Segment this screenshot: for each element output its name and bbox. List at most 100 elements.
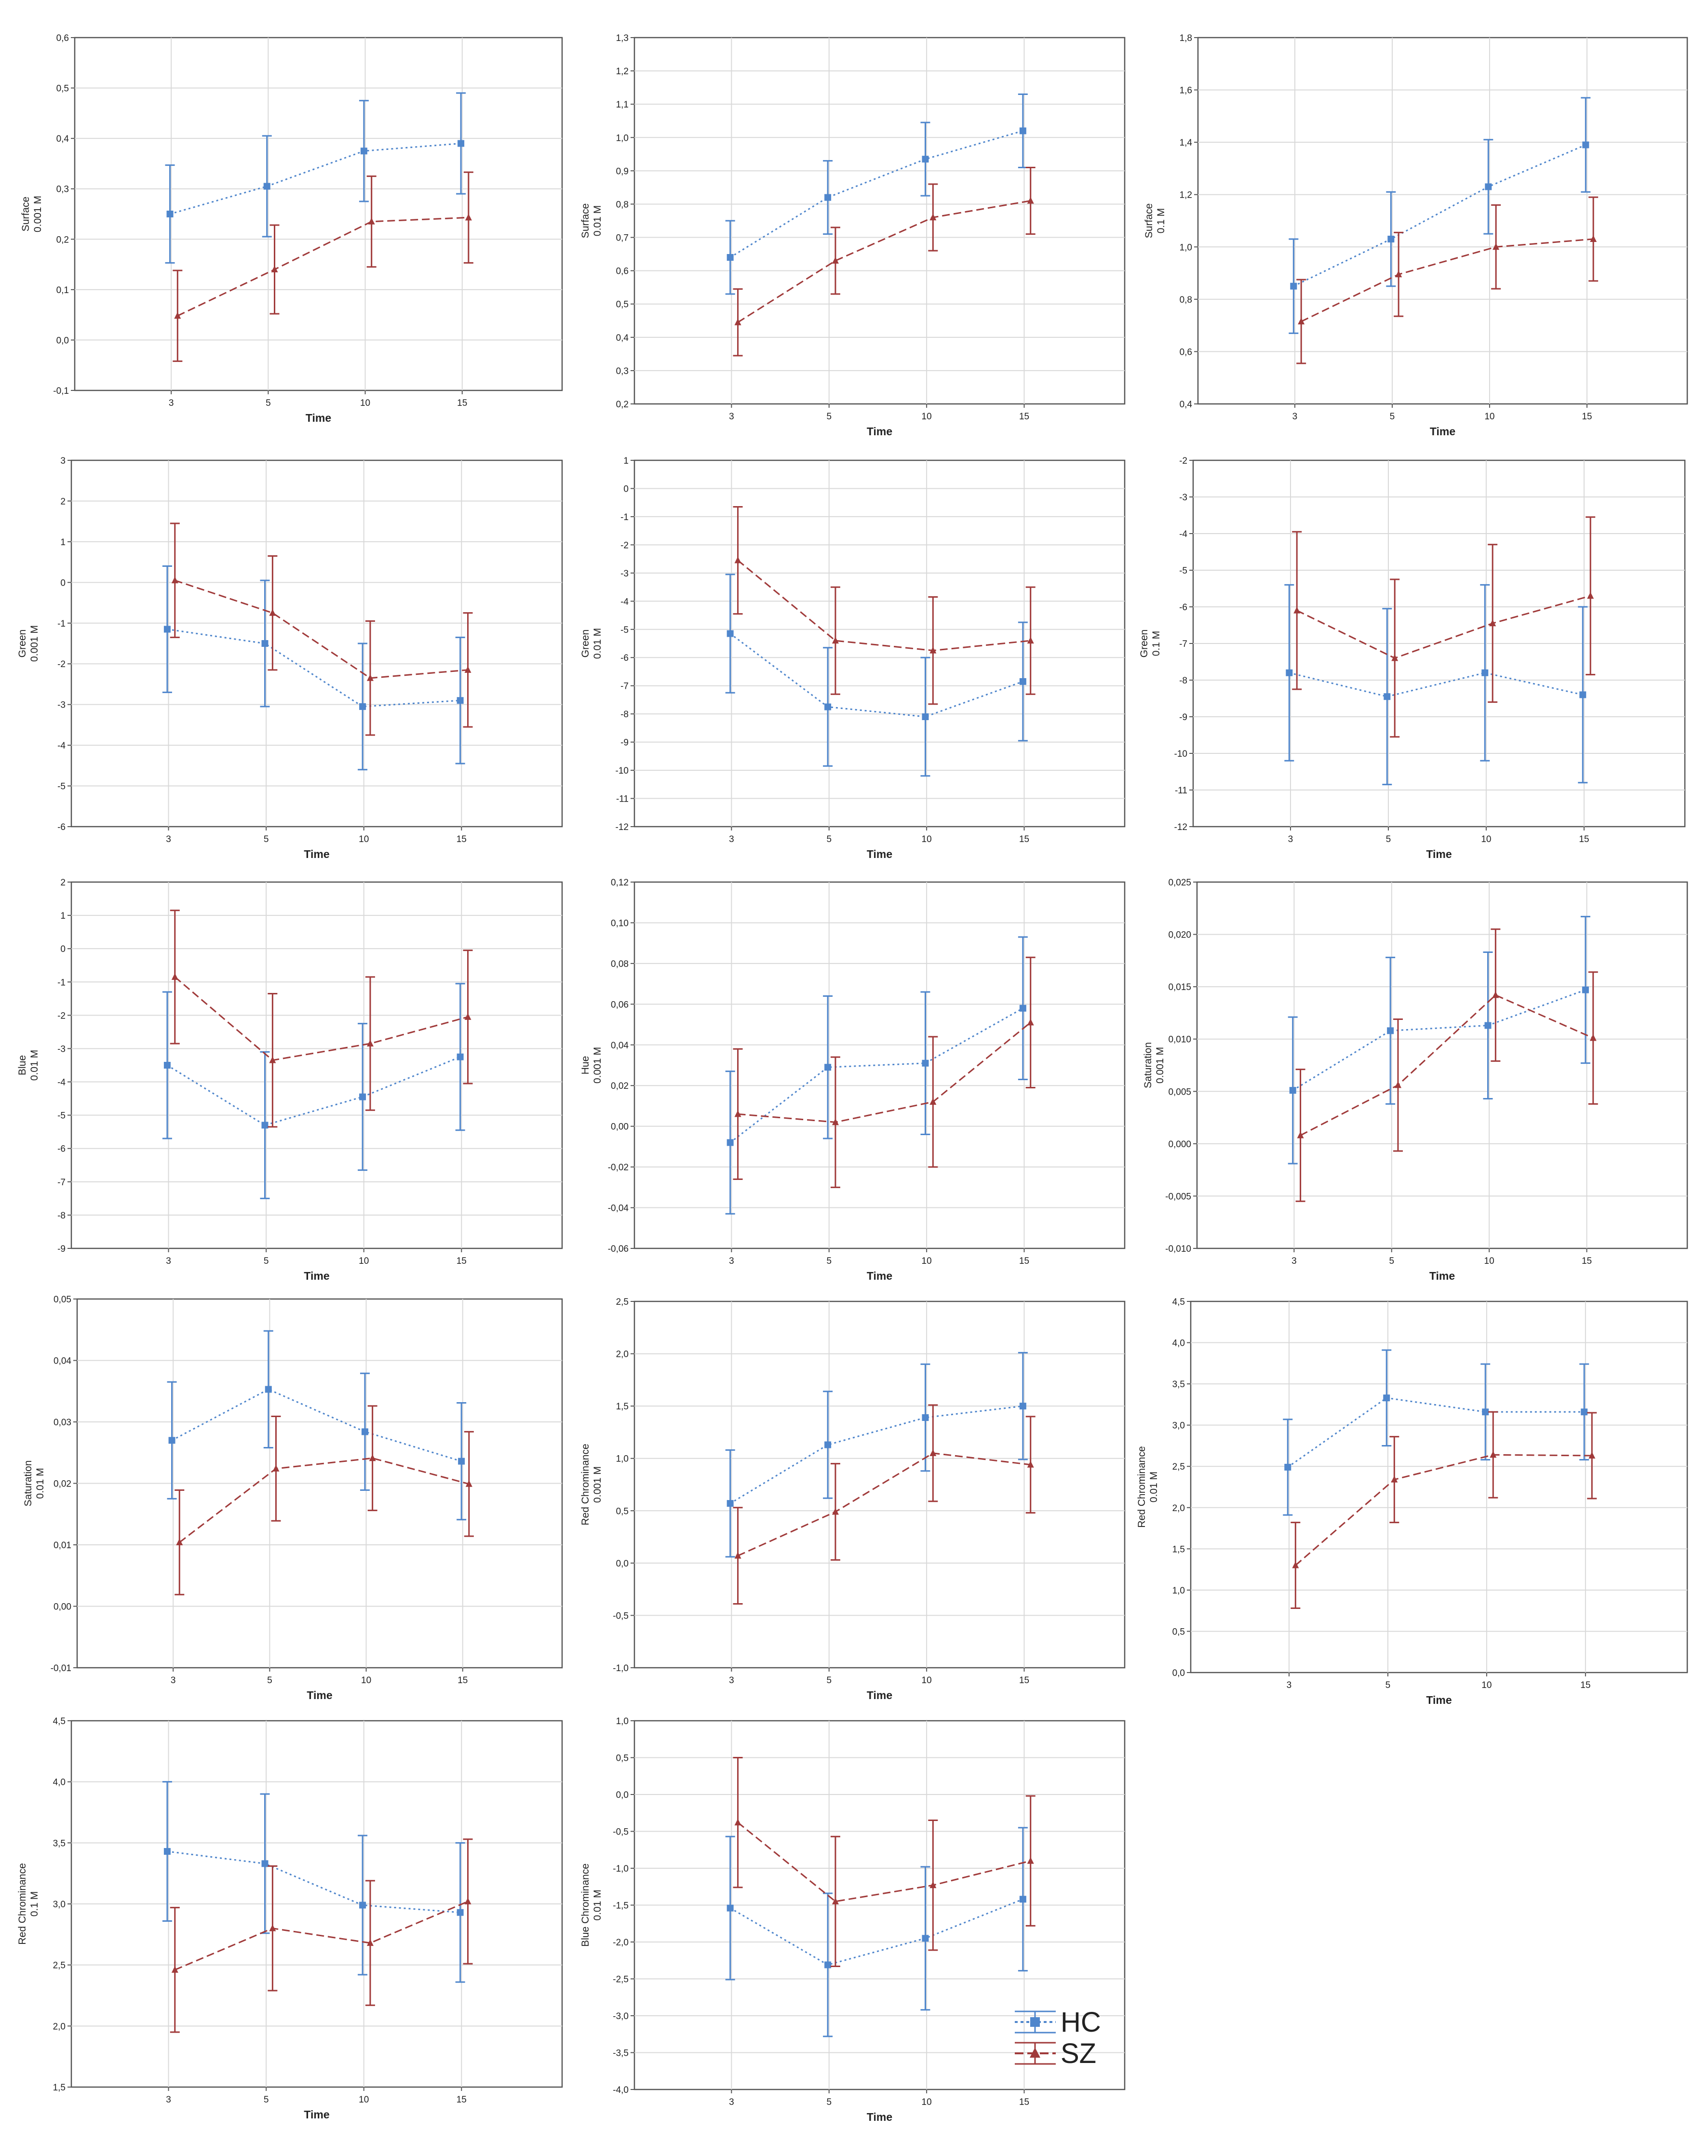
data-point-hc <box>922 156 929 163</box>
y-tick-label: -6 <box>57 822 66 832</box>
x-tick-label: 15 <box>1579 834 1589 844</box>
x-tick-label: 5 <box>264 834 269 844</box>
y-tick-label: 0,12 <box>611 878 629 888</box>
y-axis-label: Blue Chrominance <box>580 1863 591 1947</box>
x-tick-label: 5 <box>826 412 832 422</box>
plot-frame <box>633 37 1126 405</box>
x-tick-label: 3 <box>729 1675 734 1686</box>
y-tick-label: 0,010 <box>1168 1035 1191 1045</box>
y-tick-label: -0,5 <box>613 1827 629 1837</box>
y-axis-unit: 0.001 M <box>32 196 43 232</box>
data-point-sz <box>171 1966 178 1973</box>
data-point-sz <box>271 266 278 273</box>
data-point-hc <box>824 703 832 710</box>
series-line-hc <box>1287 1397 1585 1468</box>
y-tick-label: 1,0 <box>1180 242 1192 253</box>
data-point-hc <box>1383 1394 1390 1402</box>
y-tick-label: -0,005 <box>1165 1192 1191 1202</box>
data-point-hc <box>1019 1403 1026 1410</box>
data-point-sz <box>929 1449 937 1456</box>
x-tick-label: 5 <box>266 398 271 408</box>
series-line-hc <box>1289 672 1583 697</box>
data-point-hc <box>1384 693 1391 700</box>
y-tick-label: 0,015 <box>1168 982 1191 992</box>
y-tick-label: 0,8 <box>1180 295 1192 305</box>
y-tick-label: 0,6 <box>1180 347 1192 357</box>
plot-frame <box>1197 37 1688 405</box>
data-point-hc <box>359 1902 366 1909</box>
y-tick-label: 3,5 <box>53 1838 66 1848</box>
y-tick-label: 1,2 <box>1180 190 1192 201</box>
x-tick-label: 10 <box>361 1675 371 1686</box>
y-tick-label: 1,5 <box>53 2083 66 2093</box>
y-tick-label: -4 <box>57 741 66 751</box>
data-point-sz <box>171 973 178 980</box>
series-line-hc <box>171 1388 462 1462</box>
x-tick-label: 10 <box>922 1256 932 1266</box>
data-point-hc <box>166 211 174 217</box>
y-tick-label: -4 <box>620 597 629 607</box>
data-point-sz <box>1292 1561 1299 1568</box>
plot-frame <box>70 459 563 828</box>
series-line-hc <box>167 1850 460 1914</box>
y-tick-label: -5 <box>57 1111 66 1121</box>
y-tick-label: 0,4 <box>616 333 629 343</box>
data-point-sz <box>269 1056 276 1063</box>
x-tick-label: 3 <box>1292 412 1298 422</box>
series-line-sz <box>1300 994 1594 1136</box>
y-axis-label: Surface <box>1143 203 1155 238</box>
x-tick-label: 10 <box>360 398 370 408</box>
x-axis-label: Time <box>306 412 331 424</box>
y-tick-label: 0,1 <box>56 285 69 295</box>
y-tick-label: 4,0 <box>53 1778 66 1788</box>
data-point-sz <box>1027 1018 1034 1026</box>
y-tick-label: -0,02 <box>608 1163 629 1173</box>
x-tick-label: 10 <box>359 1256 369 1266</box>
series-line-sz <box>1301 238 1594 322</box>
x-tick-label: 5 <box>264 2095 269 2105</box>
series-line-sz <box>737 1821 1031 1902</box>
y-tick-label: 0,00 <box>54 1602 71 1612</box>
x-tick-label: 10 <box>922 834 932 844</box>
y-tick-label: -4 <box>1179 529 1187 539</box>
y-tick-label: 0 <box>623 484 629 494</box>
y-tick-label: 0 <box>60 944 66 954</box>
x-tick-label: 10 <box>359 834 369 844</box>
data-point-sz <box>464 1013 471 1020</box>
y-tick-label: 1 <box>60 537 66 548</box>
y-tick-label: -1 <box>57 619 66 629</box>
y-tick-label: 0,3 <box>56 185 69 195</box>
data-point-sz <box>734 556 741 563</box>
series-line-hc <box>729 1405 1023 1504</box>
x-tick-label: 5 <box>1390 412 1395 422</box>
data-point-sz <box>734 1110 741 1117</box>
data-point-sz <box>366 674 374 681</box>
data-point-sz <box>1391 654 1399 661</box>
y-axis-unit: 0.1 M <box>29 1891 40 1917</box>
data-point-sz <box>929 646 937 654</box>
x-tick-label: 5 <box>1386 834 1391 844</box>
plot-frame <box>633 1300 1126 1669</box>
y-tick-label: 0,020 <box>1168 930 1191 940</box>
y-axis-unit: 0.01 M <box>1148 1472 1159 1502</box>
x-tick-label: 10 <box>1481 834 1491 844</box>
data-point-sz <box>832 256 839 264</box>
y-tick-label: 2,5 <box>1172 1462 1185 1472</box>
y-tick-label: -1 <box>57 978 66 988</box>
y-tick-label: 0,0 <box>616 1790 629 1800</box>
series-line-sz <box>174 976 468 1061</box>
y-axis-unit: 0.01 M <box>592 1889 603 1920</box>
y-tick-label: 1,0 <box>616 133 629 143</box>
data-point-sz <box>1027 1460 1034 1468</box>
y-axis-label: Saturation <box>1143 1042 1154 1088</box>
y-tick-label: 0,02 <box>611 1081 629 1091</box>
y-tick-label: 0,0 <box>56 335 69 346</box>
y-tick-label: -1,0 <box>613 1663 629 1674</box>
data-point-sz <box>174 312 181 319</box>
y-tick-label: 3,5 <box>1172 1379 1185 1390</box>
data-point-hc <box>1581 1408 1588 1416</box>
